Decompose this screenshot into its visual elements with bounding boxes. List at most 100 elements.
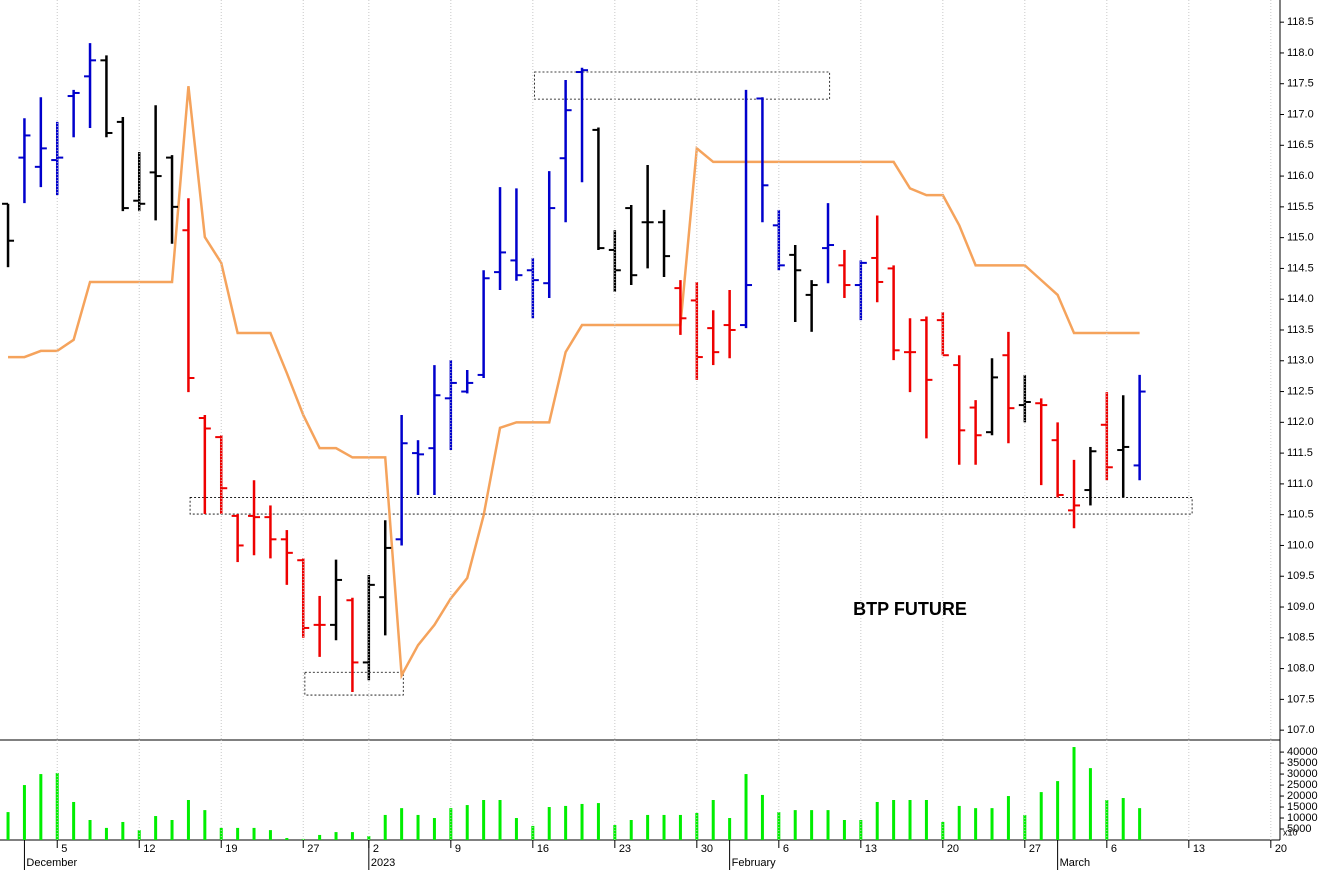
volume-bar bbox=[22, 785, 26, 840]
volume-bar bbox=[826, 810, 830, 840]
volume-bar bbox=[1072, 747, 1076, 840]
y-tick-label: 10000 bbox=[1287, 812, 1318, 824]
volume-bar bbox=[186, 800, 190, 840]
volume-bar bbox=[613, 825, 617, 840]
volume-bar bbox=[350, 832, 354, 840]
y-tick-label: 116.5 bbox=[1287, 139, 1314, 151]
volume-bar bbox=[711, 800, 715, 840]
y-tick-label: 5000 bbox=[1287, 823, 1311, 835]
volume-bar bbox=[662, 814, 666, 840]
axis-note: x10 bbox=[1283, 827, 1298, 837]
volume-bar bbox=[170, 820, 174, 840]
volume-bar bbox=[1006, 796, 1010, 840]
x-tick-label: 5 bbox=[61, 843, 67, 855]
y-tick-label: 112.0 bbox=[1287, 416, 1314, 428]
y-tick-label: 112.5 bbox=[1287, 385, 1314, 397]
volume-bar bbox=[285, 838, 289, 840]
y-tick-label: 110.5 bbox=[1287, 509, 1314, 521]
volume-bar bbox=[154, 816, 158, 840]
y-tick-label: 40000 bbox=[1287, 746, 1318, 758]
volume-bar bbox=[842, 820, 846, 840]
volume-bar bbox=[514, 818, 518, 840]
volume-bar bbox=[334, 832, 338, 840]
y-tick-label: 20000 bbox=[1287, 790, 1318, 802]
volume-bar bbox=[990, 808, 994, 840]
volume-bar bbox=[252, 827, 256, 840]
zone bbox=[304, 671, 404, 696]
volume-bar bbox=[596, 803, 600, 840]
y-tick-label: 117.0 bbox=[1287, 108, 1314, 120]
y-tick-label: 113.0 bbox=[1287, 355, 1314, 367]
x-tick-label: 13 bbox=[1193, 843, 1205, 855]
volume-bar bbox=[6, 812, 10, 840]
volume-bar bbox=[793, 810, 797, 840]
month-label: December bbox=[26, 857, 77, 869]
month-label: March bbox=[1060, 857, 1091, 869]
volume-bar bbox=[1138, 808, 1142, 840]
volume-bar bbox=[564, 805, 568, 840]
x-tick-label: 30 bbox=[701, 843, 713, 855]
zone bbox=[189, 497, 1193, 515]
volume-bar bbox=[646, 814, 650, 840]
volume-bar bbox=[744, 774, 748, 840]
volume-bar bbox=[957, 805, 961, 840]
volume-bar bbox=[432, 818, 436, 840]
volume-bar bbox=[695, 812, 699, 840]
month-label: February bbox=[732, 857, 777, 869]
y-tick-label: 110.0 bbox=[1287, 539, 1314, 551]
volume-bar bbox=[760, 794, 764, 840]
y-tick-label: 108.0 bbox=[1287, 662, 1315, 674]
x-tick-label: 23 bbox=[619, 843, 631, 855]
volume-bar bbox=[203, 810, 207, 840]
volume-bar bbox=[531, 825, 535, 840]
volume-bar bbox=[1121, 798, 1125, 840]
volume-bar bbox=[629, 820, 633, 840]
volume-bar bbox=[580, 803, 584, 840]
y-tick-label: 111.0 bbox=[1287, 478, 1313, 490]
x-tick-label: 20 bbox=[947, 843, 959, 855]
volume-bar bbox=[728, 818, 732, 840]
line bbox=[8, 86, 1140, 680]
x-tick-label: 13 bbox=[865, 843, 877, 855]
volume-bar bbox=[104, 827, 108, 840]
y-tick-label: 25000 bbox=[1287, 779, 1318, 791]
volume-bar bbox=[1105, 800, 1109, 840]
volume-bar bbox=[383, 814, 387, 840]
y-tick-label: 30000 bbox=[1287, 768, 1318, 780]
volume-bar bbox=[1056, 781, 1060, 840]
volume-bar bbox=[416, 814, 420, 840]
y-tick-label: 118.5 bbox=[1287, 16, 1314, 28]
x-tick-label: 6 bbox=[783, 843, 789, 855]
x-tick-label: 20 bbox=[1275, 843, 1287, 855]
volume-bar bbox=[498, 800, 502, 840]
volume-bar bbox=[465, 805, 469, 840]
y-tick-label: 118.0 bbox=[1287, 47, 1314, 59]
y-tick-label: 115.5 bbox=[1287, 201, 1314, 213]
month-label: 2023 bbox=[371, 857, 395, 869]
y-tick-label: 111.5 bbox=[1287, 447, 1313, 459]
x-tick-label: 12 bbox=[143, 843, 155, 855]
volume-bar bbox=[875, 801, 879, 840]
x-tick-label: 2 bbox=[373, 843, 379, 855]
y-tick-label: 117.5 bbox=[1287, 78, 1314, 90]
x-tick-label: 27 bbox=[1029, 843, 1041, 855]
chart-title: BTP FUTURE bbox=[853, 599, 967, 619]
y-tick-label: 108.5 bbox=[1287, 632, 1315, 644]
y-tick-label: 107.0 bbox=[1287, 724, 1315, 736]
x-tick-label: 16 bbox=[537, 843, 549, 855]
y-tick-label: 114.5 bbox=[1287, 262, 1314, 274]
y-tick-label: 109.0 bbox=[1287, 601, 1315, 613]
volume-bar bbox=[39, 774, 43, 840]
y-tick-label: 35000 bbox=[1287, 757, 1318, 769]
volume-bar bbox=[892, 800, 896, 840]
x-tick-label: 19 bbox=[225, 843, 237, 855]
y-tick-label: 116.0 bbox=[1287, 170, 1314, 182]
x-tick-label: 9 bbox=[455, 843, 461, 855]
volume-bar bbox=[137, 830, 141, 840]
volume-bar bbox=[318, 834, 322, 840]
volume-bar bbox=[400, 808, 404, 840]
volume-bar bbox=[974, 808, 978, 840]
volume-bar bbox=[1088, 768, 1092, 840]
volume-bar bbox=[1039, 792, 1043, 840]
